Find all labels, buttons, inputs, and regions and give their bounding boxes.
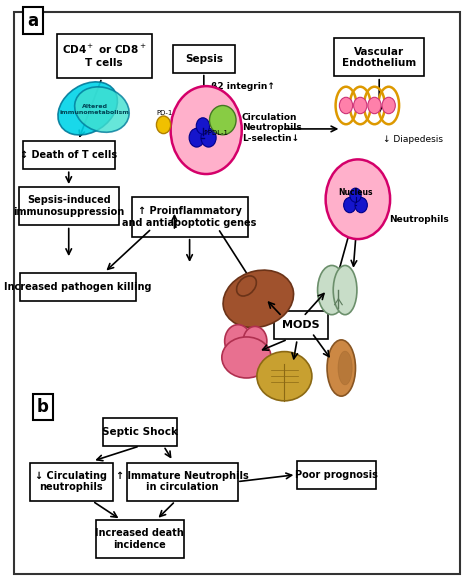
Text: PD-1: PD-1 bbox=[156, 110, 173, 115]
FancyBboxPatch shape bbox=[14, 12, 460, 574]
Circle shape bbox=[326, 159, 390, 239]
FancyBboxPatch shape bbox=[127, 463, 238, 500]
FancyBboxPatch shape bbox=[96, 520, 183, 558]
Text: Neutrophils: Neutrophils bbox=[389, 214, 448, 224]
Circle shape bbox=[354, 97, 367, 114]
Circle shape bbox=[350, 188, 361, 202]
FancyBboxPatch shape bbox=[29, 463, 112, 500]
FancyBboxPatch shape bbox=[22, 141, 115, 169]
Text: Septic Shock: Septic Shock bbox=[102, 427, 178, 437]
Text: Poor prognosis: Poor prognosis bbox=[295, 469, 378, 480]
Ellipse shape bbox=[318, 265, 346, 315]
Text: ↓ Diapedesis: ↓ Diapedesis bbox=[383, 135, 443, 144]
Text: Neutrophils: Neutrophils bbox=[242, 123, 301, 132]
Ellipse shape bbox=[222, 337, 271, 378]
FancyBboxPatch shape bbox=[19, 187, 118, 225]
Text: Altered
immunometabolism: Altered immunometabolism bbox=[60, 104, 130, 115]
Text: CD4$^+$ or CD8$^+$
T cells: CD4$^+$ or CD8$^+$ T cells bbox=[62, 43, 146, 68]
Text: β2 integrin↑: β2 integrin↑ bbox=[211, 81, 275, 91]
Text: ↓ Circulating
neutrophils: ↓ Circulating neutrophils bbox=[35, 471, 107, 492]
Text: a: a bbox=[27, 12, 39, 29]
Text: Circulation: Circulation bbox=[242, 113, 297, 122]
Text: ↕ Death of T cells: ↕ Death of T cells bbox=[20, 150, 117, 161]
Text: Increased death
incidence: Increased death incidence bbox=[95, 529, 184, 550]
FancyBboxPatch shape bbox=[57, 34, 152, 77]
Ellipse shape bbox=[58, 82, 118, 135]
Circle shape bbox=[382, 97, 395, 114]
Circle shape bbox=[156, 116, 171, 134]
Circle shape bbox=[344, 197, 356, 213]
FancyBboxPatch shape bbox=[173, 45, 235, 73]
Text: Sepsis-induced
immunosuppression: Sepsis-induced immunosuppression bbox=[13, 196, 124, 217]
Ellipse shape bbox=[237, 276, 256, 296]
Ellipse shape bbox=[338, 351, 352, 385]
Ellipse shape bbox=[210, 105, 236, 135]
Circle shape bbox=[339, 97, 353, 114]
Text: ↑ Proinflammatory
and antiapoptotic genes: ↑ Proinflammatory and antiapoptotic gene… bbox=[122, 206, 257, 227]
Text: b: b bbox=[36, 398, 49, 416]
Circle shape bbox=[355, 197, 367, 213]
Circle shape bbox=[225, 325, 251, 357]
FancyBboxPatch shape bbox=[298, 461, 375, 489]
FancyBboxPatch shape bbox=[274, 311, 328, 339]
Ellipse shape bbox=[333, 265, 357, 315]
Circle shape bbox=[171, 86, 242, 174]
Text: ↑ Immature Neutrophils
in circulation: ↑ Immature Neutrophils in circulation bbox=[116, 471, 249, 492]
Ellipse shape bbox=[75, 87, 129, 132]
FancyBboxPatch shape bbox=[334, 38, 424, 76]
Text: ↑PDL-1: ↑PDL-1 bbox=[203, 130, 228, 136]
Ellipse shape bbox=[257, 352, 312, 401]
FancyBboxPatch shape bbox=[103, 418, 176, 446]
Ellipse shape bbox=[327, 340, 356, 396]
Circle shape bbox=[201, 128, 216, 147]
Text: Increased pathogen killing: Increased pathogen killing bbox=[4, 282, 152, 292]
Circle shape bbox=[368, 97, 381, 114]
Text: Nucleus: Nucleus bbox=[338, 188, 373, 197]
Text: L-selectin↓: L-selectin↓ bbox=[242, 134, 299, 143]
Text: Vascular
Endothelium: Vascular Endothelium bbox=[342, 47, 416, 68]
Ellipse shape bbox=[223, 270, 293, 328]
Circle shape bbox=[189, 128, 204, 147]
Text: Sepsis: Sepsis bbox=[185, 53, 223, 64]
FancyBboxPatch shape bbox=[20, 273, 136, 301]
FancyBboxPatch shape bbox=[132, 197, 247, 237]
Circle shape bbox=[196, 118, 210, 134]
Text: MODS: MODS bbox=[282, 320, 320, 331]
Circle shape bbox=[243, 326, 267, 356]
